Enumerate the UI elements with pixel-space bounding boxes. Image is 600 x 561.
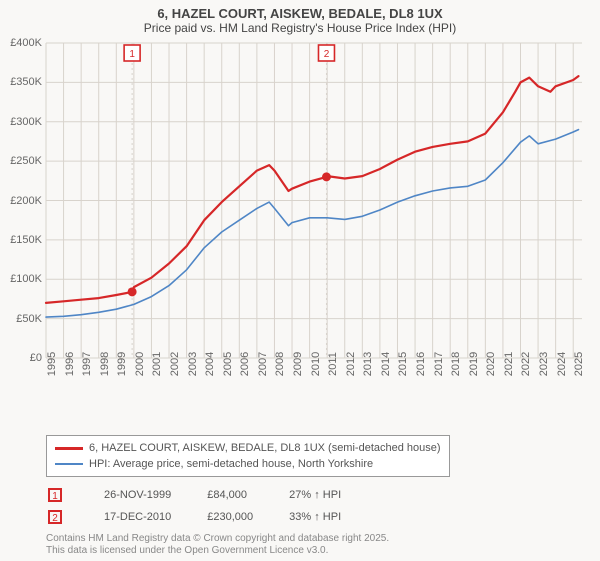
- y-tick-label: £100K: [10, 273, 42, 285]
- marker-index-icon: 1: [48, 488, 62, 502]
- legend-swatch-icon: [55, 463, 83, 465]
- sale-hpi-delta: 33% ↑ HPI: [289, 507, 375, 527]
- chart-area: 12 £0£50K£100K£150K£200K£250K£300K£350K£…: [10, 39, 590, 429]
- y-tick-label: £350K: [10, 76, 42, 88]
- x-tick-label: 2015: [397, 352, 409, 376]
- x-tick-label: 1995: [46, 352, 58, 376]
- y-tick-label: £150K: [10, 234, 42, 246]
- x-tick-label: 2017: [433, 352, 445, 376]
- y-tick-label: £0: [10, 352, 42, 364]
- x-tick-label: 2023: [538, 352, 550, 376]
- x-tick-label: 2025: [573, 352, 585, 376]
- x-tick-label: 2020: [485, 352, 497, 376]
- legend: 6, HAZEL COURT, AISKEW, BEDALE, DL8 1UX …: [46, 435, 450, 477]
- x-tick-label: 2008: [274, 352, 286, 376]
- x-tick-label: 2021: [503, 352, 515, 376]
- x-tick-label: 1996: [64, 352, 76, 376]
- x-tick-label: 2007: [257, 352, 269, 376]
- sale-price: £84,000: [207, 485, 287, 505]
- x-tick-label: 2019: [468, 352, 480, 376]
- y-tick-label: £50K: [10, 313, 42, 325]
- chart-title-line2: Price paid vs. HM Land Registry's House …: [10, 21, 590, 35]
- svg-text:1: 1: [129, 49, 135, 60]
- line-chart: 12: [10, 39, 590, 394]
- x-tick-label: 2001: [151, 352, 163, 376]
- x-tick-label: 2012: [345, 352, 357, 376]
- y-tick-label: £400K: [10, 37, 42, 49]
- legend-item-hpi: HPI: Average price, semi-detached house,…: [55, 456, 441, 472]
- x-tick-label: 2010: [310, 352, 322, 376]
- sale-marker-row: 1 26-NOV-1999£84,00027% ↑ HPI: [48, 485, 375, 505]
- marker-index-icon: 2: [48, 510, 62, 524]
- license-line: This data is licensed under the Open Gov…: [46, 545, 590, 557]
- x-tick-label: 1998: [99, 352, 111, 376]
- license-text: Contains HM Land Registry data © Crown c…: [46, 533, 590, 557]
- chart-title-line1: 6, HAZEL COURT, AISKEW, BEDALE, DL8 1UX: [10, 6, 590, 21]
- sale-date: 26-NOV-1999: [104, 485, 205, 505]
- legend-swatch-icon: [55, 447, 83, 450]
- x-tick-label: 1997: [81, 352, 93, 376]
- y-tick-label: £200K: [10, 195, 42, 207]
- x-tick-label: 2018: [450, 352, 462, 376]
- sale-hpi-delta: 27% ↑ HPI: [289, 485, 375, 505]
- x-tick-label: 1999: [116, 352, 128, 376]
- y-tick-label: £250K: [10, 155, 42, 167]
- sale-price: £230,000: [207, 507, 287, 527]
- x-tick-label: 2011: [327, 352, 339, 376]
- x-tick-label: 2000: [134, 352, 146, 376]
- x-tick-label: 2014: [380, 352, 392, 376]
- sale-date: 17-DEC-2010: [104, 507, 205, 527]
- sale-markers-table: 1 26-NOV-1999£84,00027% ↑ HPI 2 17-DEC-2010…: [46, 483, 377, 529]
- x-tick-label: 2024: [556, 352, 568, 376]
- legend-label: 6, HAZEL COURT, AISKEW, BEDALE, DL8 1UX …: [89, 440, 441, 456]
- legend-item-price-paid: 6, HAZEL COURT, AISKEW, BEDALE, DL8 1UX …: [55, 440, 441, 456]
- svg-text:2: 2: [324, 49, 330, 60]
- y-tick-label: £300K: [10, 116, 42, 128]
- x-tick-label: 2009: [292, 352, 304, 376]
- x-tick-label: 2005: [222, 352, 234, 376]
- sale-marker-row: 2 17-DEC-2010£230,00033% ↑ HPI: [48, 507, 375, 527]
- x-tick-label: 2022: [520, 352, 532, 376]
- x-tick-label: 2003: [187, 352, 199, 376]
- x-tick-label: 2006: [239, 352, 251, 376]
- x-tick-label: 2002: [169, 352, 181, 376]
- x-tick-label: 2016: [415, 352, 427, 376]
- x-tick-label: 2013: [362, 352, 374, 376]
- x-tick-label: 2004: [204, 352, 216, 376]
- license-line: Contains HM Land Registry data © Crown c…: [46, 533, 590, 545]
- legend-label: HPI: Average price, semi-detached house,…: [89, 456, 373, 472]
